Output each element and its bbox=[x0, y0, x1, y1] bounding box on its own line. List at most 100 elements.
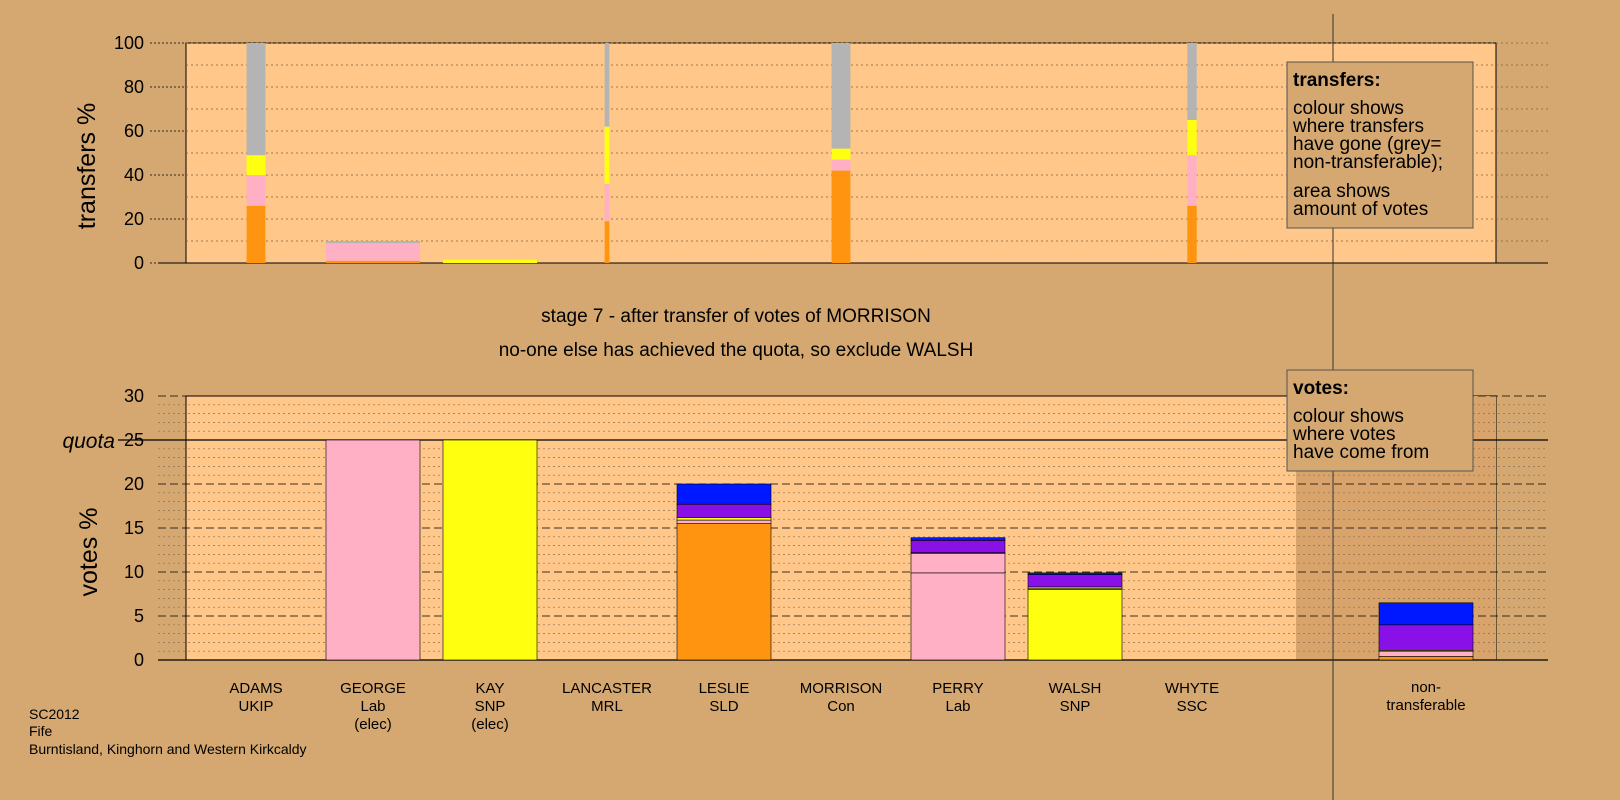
candidate-label: SNP bbox=[1060, 698, 1091, 715]
vote-segment bbox=[676, 519, 772, 524]
y-tick-label: 100 bbox=[114, 33, 144, 53]
votes-y-axis: 0 5 10 15 20 25 30 bbox=[124, 386, 144, 670]
transfers-legend-title: transfers: bbox=[1293, 70, 1381, 91]
y-tick-label: 0 bbox=[134, 650, 144, 670]
transfer-segment bbox=[604, 43, 610, 127]
candidate-label: PERRY bbox=[932, 680, 983, 697]
transfers-legend: transfers: colour shows where transfers … bbox=[1286, 61, 1474, 229]
y-tick-label: 15 bbox=[124, 518, 144, 538]
candidate-label: MORRISON bbox=[800, 680, 883, 697]
transfers-legend-line: area shows bbox=[1293, 181, 1390, 202]
vote-segment bbox=[676, 503, 772, 518]
nontransferable-segment bbox=[1378, 650, 1474, 657]
transfer-segment bbox=[1187, 43, 1197, 120]
transfer-segment bbox=[831, 170, 851, 263]
candidate-label: GEORGE bbox=[340, 680, 406, 697]
votes-legend-line: have come from bbox=[1293, 442, 1429, 463]
votes-legend-line: colour shows bbox=[1293, 406, 1404, 427]
transfers-y-axis-label: transfers % bbox=[73, 103, 101, 229]
y-tick-label: 40 bbox=[124, 165, 144, 185]
candidate-label: SSC bbox=[1177, 698, 1208, 715]
votes-legend: votes: colour shows where votes have com… bbox=[1286, 369, 1474, 472]
vote-segment bbox=[676, 483, 772, 505]
y-tick-label: 60 bbox=[124, 121, 144, 141]
transfer-segment bbox=[604, 183, 610, 222]
candidate-label: WALSH bbox=[1049, 680, 1102, 697]
transfers-legend-line: have gone (grey= bbox=[1293, 134, 1441, 155]
votes-y-axis-label: votes % bbox=[75, 508, 103, 597]
candidate-label: MRL bbox=[591, 698, 623, 715]
transfers-legend-box bbox=[1286, 61, 1474, 229]
candidate-label: (elec) bbox=[354, 716, 392, 733]
candidate-label: LESLIE bbox=[699, 680, 750, 697]
candidate-label: Lab bbox=[360, 698, 385, 715]
transfer-segment bbox=[604, 221, 610, 263]
transfer-segment bbox=[604, 126, 610, 184]
vote-segment bbox=[1027, 572, 1123, 575]
transfer-segment bbox=[326, 241, 420, 244]
candidate-label: UKIP bbox=[238, 698, 273, 715]
footer-ward: Burntisland, Kinghorn and Western Kirkca… bbox=[29, 741, 307, 757]
transfer-segment bbox=[831, 148, 851, 160]
transfer-segment bbox=[246, 43, 266, 156]
vote-segment bbox=[1027, 574, 1123, 588]
candidate-label: KAY bbox=[476, 680, 505, 697]
transfer-segment bbox=[246, 155, 266, 175]
vote-segment bbox=[910, 572, 1006, 661]
candidate-labels: ADAMSUKIPGEORGELab(elec)KAYSNP(elec)LANC… bbox=[229, 679, 1465, 733]
nontransferable-label: transferable bbox=[1386, 697, 1465, 714]
y-tick-label: 80 bbox=[124, 77, 144, 97]
transfer-segment bbox=[1187, 120, 1197, 156]
y-tick-label: 30 bbox=[124, 386, 144, 406]
candidate-label: SLD bbox=[709, 698, 738, 715]
transfer-segment bbox=[831, 43, 851, 149]
stage-subtitle: no-one else has achieved the quota, so e… bbox=[499, 340, 974, 361]
nontransferable-segment bbox=[1378, 602, 1474, 626]
nontransferable-segment bbox=[1378, 656, 1474, 661]
vote-segment bbox=[676, 517, 772, 521]
vote-segment bbox=[1027, 589, 1123, 661]
vote-segment bbox=[325, 439, 421, 661]
votes-legend-title: votes: bbox=[1293, 378, 1349, 399]
transfers-legend-line: colour shows bbox=[1293, 98, 1404, 119]
transfers-bars bbox=[246, 43, 1197, 263]
vote-segment bbox=[442, 439, 538, 661]
votes-legend-box bbox=[1286, 369, 1474, 472]
votes-legend-line: where votes bbox=[1292, 424, 1395, 445]
transfer-segment bbox=[1187, 155, 1197, 206]
candidate-label: SNP bbox=[475, 698, 506, 715]
y-tick-label: 10 bbox=[124, 562, 144, 582]
transfer-segment bbox=[246, 205, 266, 263]
transfers-y-axis: 0 20 40 60 80 100 bbox=[114, 33, 186, 273]
candidate-label: WHYTE bbox=[1165, 680, 1219, 697]
candidate-label: LANCASTER bbox=[562, 680, 652, 697]
transfer-segment bbox=[1187, 205, 1197, 263]
transfer-segment bbox=[246, 175, 266, 206]
candidate-label: (elec) bbox=[471, 716, 509, 733]
footer-council: Fife bbox=[29, 723, 53, 739]
candidate-label: Lab bbox=[945, 698, 970, 715]
vote-segment bbox=[910, 553, 1006, 574]
transfer-segment bbox=[326, 260, 420, 263]
transfers-legend-line: where transfers bbox=[1292, 116, 1424, 137]
vote-segment bbox=[910, 537, 1006, 541]
stage-title: stage 7 - after transfer of votes of MOR… bbox=[541, 306, 931, 327]
transfers-legend-line: amount of votes bbox=[1293, 199, 1428, 220]
votes-bars bbox=[325, 439, 1474, 661]
transfers-legend-line: non-transferable); bbox=[1293, 152, 1443, 173]
nontransferable-segment bbox=[1378, 624, 1474, 651]
vote-segment bbox=[676, 523, 772, 661]
y-tick-label: 0 bbox=[134, 253, 144, 273]
transfer-segment bbox=[326, 243, 420, 261]
vote-segment bbox=[910, 540, 1006, 553]
y-tick-label: 20 bbox=[124, 474, 144, 494]
transfer-segment bbox=[443, 259, 537, 263]
candidate-label: ADAMS bbox=[229, 680, 282, 697]
transfer-segment bbox=[831, 159, 851, 171]
candidate-label: Con bbox=[827, 698, 855, 715]
nontransferable-label: non- bbox=[1411, 679, 1441, 696]
y-tick-label: 20 bbox=[124, 209, 144, 229]
quota-label: quota bbox=[62, 430, 115, 453]
y-tick-label: 5 bbox=[134, 606, 144, 626]
